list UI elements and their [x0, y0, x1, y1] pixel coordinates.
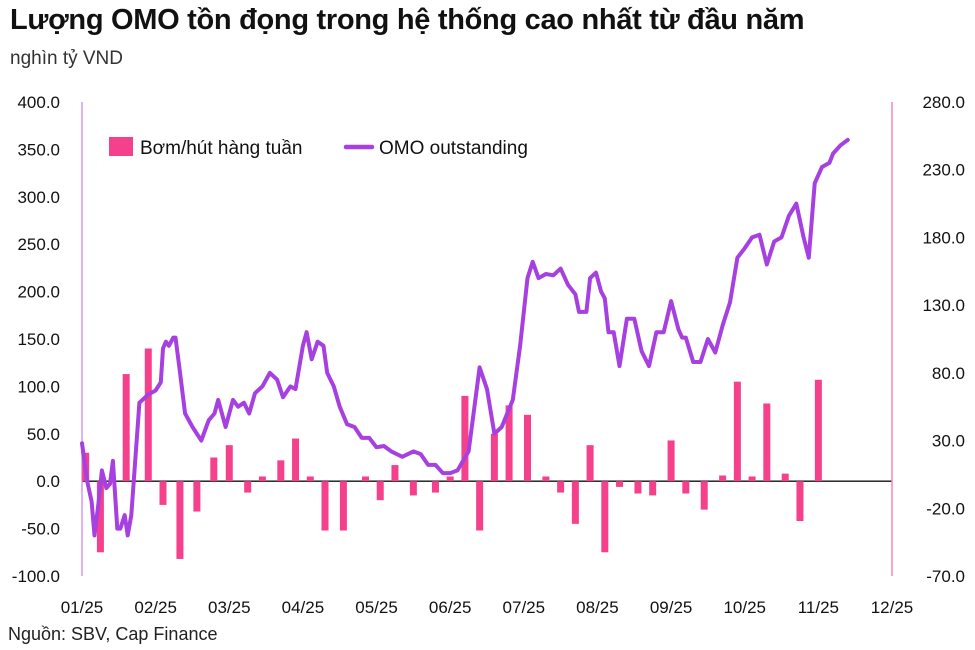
- right-axis: 280.0 230.0 180.0 130.0 80.0 30.0 -20.0 -70.0: [922, 93, 965, 586]
- weekly-injection-bar: [649, 481, 657, 496]
- weekly-injection-bar: [244, 481, 252, 493]
- weekly-injection-bar: [409, 481, 417, 496]
- legend: Bơm/hút hàng tuần OMO outstanding: [109, 137, 528, 159]
- weekly-injection-bar: [490, 433, 498, 482]
- weekly-injection-bar: [763, 403, 771, 482]
- weekly-injection-bar: [321, 481, 329, 531]
- weekly-injection-bar: [391, 465, 399, 482]
- weekly-injection-bar: [461, 395, 469, 482]
- chart-title: Lượng OMO tồn đọng trong hệ thống cao nh…: [10, 4, 805, 36]
- left-tick-label: 150.0: [17, 330, 60, 349]
- x-tick-label: 03/25: [208, 598, 251, 617]
- weekly-injection-bar: [542, 476, 550, 482]
- x-tick-label: 11/25: [798, 598, 839, 617]
- left-tick-label: 200.0: [17, 283, 60, 302]
- x-tick-label: 12/25: [871, 598, 914, 617]
- left-tick-label: -100.0: [12, 567, 60, 586]
- right-tick-label: 280.0: [922, 93, 965, 112]
- weekly-injection-bar: [700, 481, 708, 510]
- weekly-injection-bar: [210, 457, 218, 482]
- weekly-injection-bar: [733, 381, 741, 482]
- weekly-injection-bar: [144, 348, 152, 482]
- weekly-injection-bar: [748, 476, 756, 482]
- weekly-injection-bar: [781, 473, 789, 482]
- weekly-injection-bar: [571, 481, 579, 524]
- x-tick-label: 07/25: [503, 598, 546, 617]
- left-tick-label: 300.0: [17, 188, 60, 207]
- legend-bar-swatch: [109, 137, 133, 156]
- right-tick-label: 230.0: [922, 161, 965, 180]
- weekly-injection-bar: [376, 481, 384, 501]
- right-tick-label: 130.0: [922, 296, 965, 315]
- x-tick-label: 02/25: [134, 598, 177, 617]
- left-tick-label: 250.0: [17, 235, 60, 254]
- left-axis: 400.0 350.0 300.0 250.0 200.0 150.0 100.0 50.0 0…: [12, 93, 60, 586]
- weekly-injection-bar: [306, 476, 314, 482]
- right-tick-label: 30.0: [932, 432, 965, 451]
- source-note: Nguồn: SBV, Cap Finance: [8, 624, 218, 644]
- weekly-injection-bar: [601, 481, 609, 553]
- right-tick-label: 180.0: [922, 228, 965, 247]
- x-tick-label: 09/25: [650, 598, 693, 617]
- weekly-injection-bar: [159, 481, 167, 505]
- x-tick-label: 06/25: [429, 598, 472, 617]
- left-tick-label: -50.0: [21, 520, 60, 539]
- weekly-injection-bar: [634, 481, 642, 494]
- weekly-injection-bar: [292, 438, 300, 482]
- right-tick-label: -70.0: [926, 567, 965, 586]
- x-tick-label: 10/25: [723, 598, 766, 617]
- bar-series: [82, 348, 822, 559]
- left-tick-label: 50.0: [27, 425, 60, 444]
- weekly-injection-bar: [225, 445, 233, 482]
- weekly-injection-bar: [193, 481, 201, 512]
- omo-outstanding-line: [80, 137, 850, 538]
- weekly-injection-bar: [258, 476, 266, 482]
- weekly-injection-bar: [339, 481, 347, 531]
- right-tick-label: -20.0: [926, 499, 965, 518]
- weekly-injection-bar: [719, 475, 727, 482]
- weekly-injection-bar: [586, 445, 594, 482]
- weekly-injection-bar: [524, 414, 531, 482]
- weekly-injection-bar: [96, 481, 104, 553]
- weekly-injection-bar: [431, 481, 439, 493]
- weekly-injection-bar: [122, 374, 130, 482]
- x-axis: 01/25 02/25 03/25 04/25 05/25 06/25 07/25 08/25…: [61, 598, 914, 617]
- x-tick-label: 04/25: [282, 598, 325, 617]
- weekly-injection-bar: [557, 481, 565, 493]
- weekly-injection-bar: [446, 476, 454, 482]
- left-tick-label: 400.0: [17, 93, 60, 112]
- weekly-injection-bar: [277, 460, 285, 482]
- left-tick-label: 100.0: [17, 377, 60, 396]
- left-tick-label: 0.0: [36, 472, 60, 491]
- x-tick-label: 05/25: [355, 598, 398, 617]
- weekly-injection-bar: [814, 379, 822, 482]
- weekly-injection-bar: [667, 440, 675, 482]
- weekly-injection-bar: [505, 405, 513, 482]
- weekly-injection-bar: [176, 481, 184, 559]
- x-tick-label: 01/25: [61, 598, 104, 617]
- weekly-injection-bar: [362, 476, 369, 482]
- right-tick-label: 80.0: [932, 364, 965, 383]
- weekly-injection-bar: [476, 481, 484, 531]
- x-tick-label: 08/25: [576, 598, 619, 617]
- legend-line-label: OMO outstanding: [379, 138, 528, 159]
- left-tick-label: 350.0: [17, 140, 60, 159]
- weekly-injection-bar: [682, 481, 690, 494]
- chart-subtitle: nghìn tỷ VND: [10, 48, 123, 69]
- weekly-injection-bar: [796, 481, 804, 522]
- weekly-injection-bar: [616, 481, 624, 487]
- legend-bar-label: Bơm/hút hàng tuần: [140, 138, 302, 159]
